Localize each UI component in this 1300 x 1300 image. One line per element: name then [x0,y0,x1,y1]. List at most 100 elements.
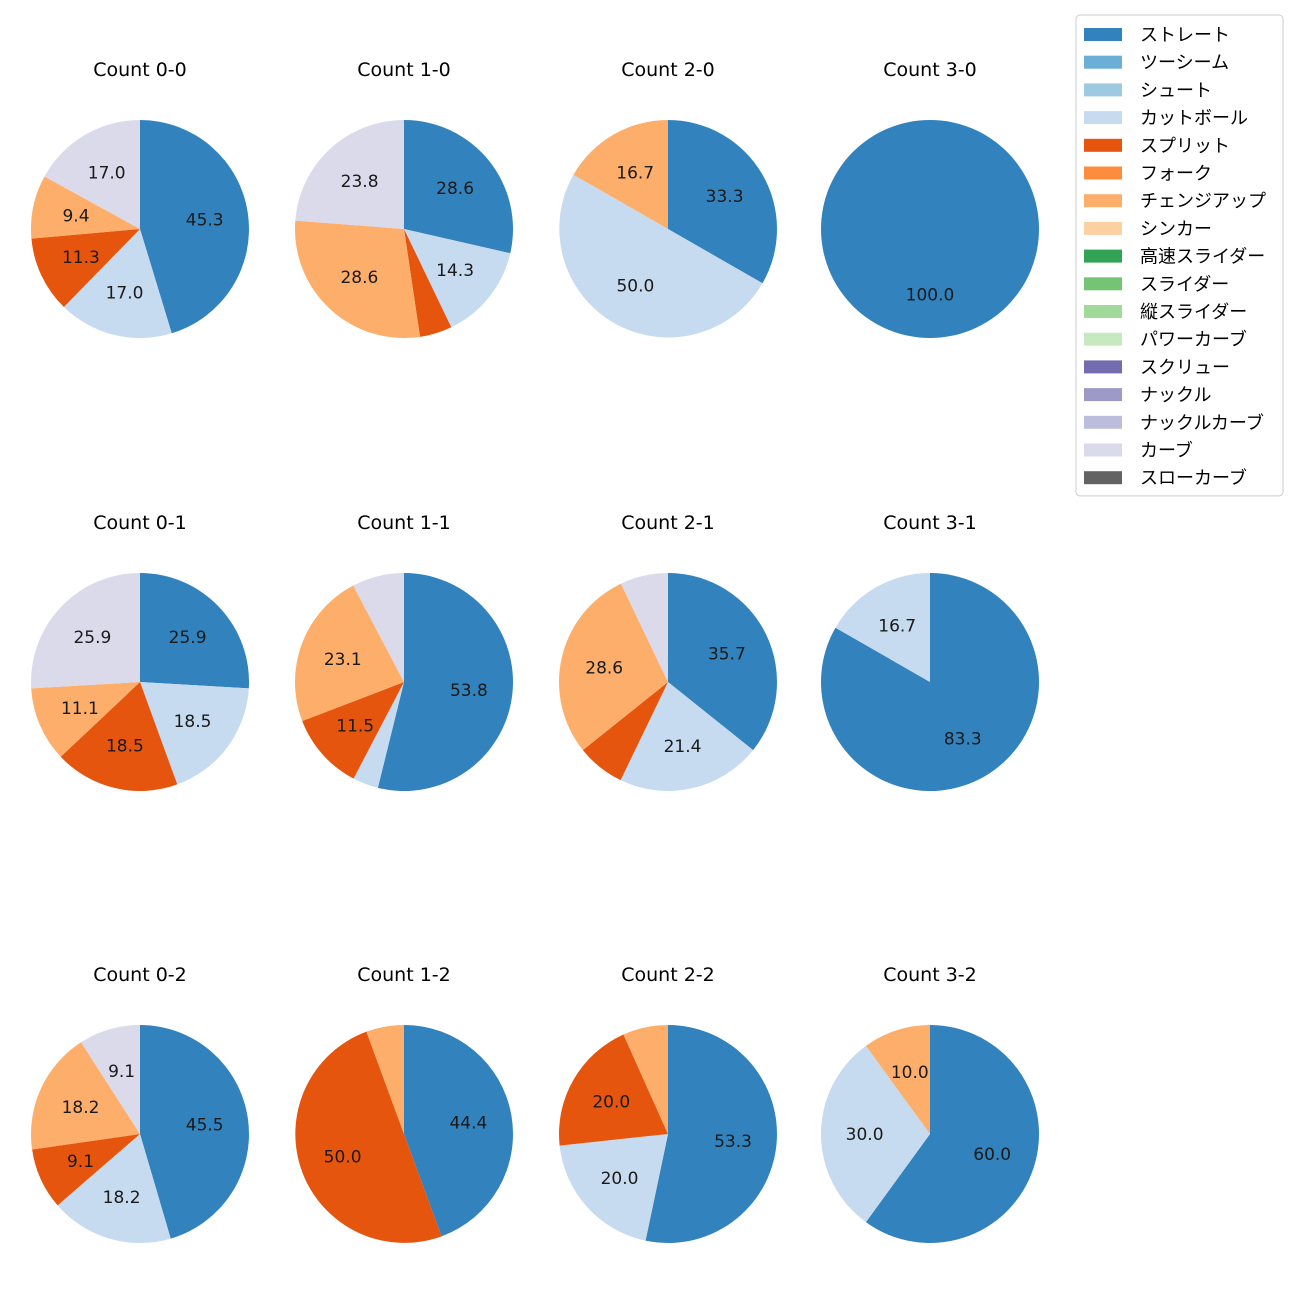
pie-slice [558,583,668,751]
legend-swatch [1084,471,1122,485]
slice-label: 33.3 [706,187,744,207]
pie-count-2-1: Count 2-1 35.7 21.4 28.6 [558,512,778,791]
slice-label: 83.3 [944,730,982,750]
pie-count-3-0: Count 3-0 100.0 [821,59,1039,338]
pie-count-1-2: Count 1-2 44.4 50.0 [295,964,513,1243]
pie-count-0-1: Count 0-1 25.9 18.5 18.5 11.1 25.9 [30,512,250,792]
pie-title: Count 3-0 [883,59,977,81]
legend-label: スライダー [1140,274,1229,295]
legend: ストレートツーシームシュートカットボールスプリットフォークチェンジアップシンカー… [1075,14,1284,497]
legend-swatch [1084,194,1122,208]
slice-label: 16.7 [878,616,916,636]
pie-slice [821,1045,930,1223]
pie-slice [620,573,668,682]
slice-label: 17.0 [106,284,144,304]
pie-count-0-2: Count 0-2 45.5 18.2 9.1 18.2 9.1 [31,964,249,1243]
pie-slice [31,229,141,308]
slice-label: 25.9 [169,628,207,648]
pie-title: Count 3-2 [883,964,977,986]
pie-count-1-0: Count 1-0 28.6 14.3 28.6 23.8 [294,59,514,339]
legend-swatch [1084,221,1122,235]
pie-count-1-1: Count 1-1 53.8 11.5 23.1 [294,512,513,792]
slice-label: 14.3 [436,261,474,281]
slice-label: 45.5 [186,1116,224,1136]
slice-label: 11.3 [62,248,100,268]
slice-label: 18.5 [174,712,212,732]
legend-swatch [1084,111,1122,125]
legend-swatch [1084,249,1122,263]
pie-slice [404,120,514,254]
slice-label: 100.0 [906,285,955,305]
pie-slice [821,573,1040,791]
legend-swatch [1084,332,1122,346]
slice-label: 53.8 [450,681,488,701]
legend-label: スローカーブ [1140,467,1247,489]
slice-label: 44.4 [449,1114,487,1134]
legend-label: シンカー [1140,219,1212,240]
pie-title: Count 2-2 [621,964,715,986]
pie-slice [377,573,513,792]
slice-label: 53.3 [714,1132,752,1152]
pie-slice [668,573,778,751]
pie-slice [57,1134,171,1243]
slice-label: 21.4 [664,737,702,757]
slice-label: 20.0 [592,1092,630,1112]
legend-swatch [1084,360,1122,374]
legend-label: スプリット [1140,136,1230,157]
pie-slice [582,682,668,781]
pie-slice [353,573,404,682]
slice-label: 11.5 [336,717,374,737]
pie-slice [558,1034,668,1146]
legend-swatch [1084,55,1122,69]
pie-slice [835,573,930,682]
slice-label: 20.0 [601,1169,639,1189]
legend-swatch [1084,443,1122,457]
pie-slice [294,585,404,722]
legend-label: ナックルカーブ [1140,412,1264,434]
pie-slice [44,120,141,229]
legend-swatch [1084,166,1122,180]
pie-slice [31,1042,140,1150]
pie-count-3-2: Count 3-2 60.0 30.0 10.0 [821,964,1040,1243]
slice-label: 28.6 [436,179,474,199]
legend-swatch [1084,83,1122,97]
slice-label: 45.3 [186,210,224,230]
slice-label: 25.9 [73,628,111,648]
pie-title: Count 0-1 [93,512,187,534]
pie-title: Count 1-0 [357,59,451,81]
legend-label: ツーシーム [1140,53,1229,74]
legend-swatch [1084,388,1122,402]
pie-slice [559,1134,668,1241]
legend-label: チェンジアップ [1140,191,1266,212]
legend-label: パワーカーブ [1140,329,1247,351]
pie-slice [559,174,763,338]
slice-label: 16.7 [616,163,654,183]
legend-label: カーブ [1140,440,1193,462]
pie-slice [30,572,140,689]
pie-slice [645,1025,777,1243]
legend-label: シュート [1140,80,1212,101]
pie-slice [295,1031,442,1243]
pie-slice [81,1025,140,1134]
pie-slice [140,573,250,689]
legend-swatch [1084,305,1122,318]
slice-label: 9.1 [67,1152,94,1172]
pie-slice [865,1025,1040,1243]
slice-label: 30.0 [846,1125,884,1145]
slice-label: 18.5 [106,737,144,757]
pie-slice [32,1134,140,1206]
slice-label: 10.0 [891,1063,929,1083]
pie-title: Count 0-0 [93,59,187,81]
pie-title: Count 0-2 [93,964,187,986]
pie-slice [140,682,249,785]
slice-label: 50.0 [324,1148,362,1168]
slice-label: 28.6 [585,658,623,678]
pie-count-3-1: Count 3-1 83.3 16.7 [821,512,1040,791]
legend-swatch [1084,138,1122,152]
legend-swatch [1084,415,1122,429]
slice-label: 11.1 [61,699,99,719]
pie-slice [294,220,421,339]
pie-slice [63,229,172,338]
pie-count-0-0: Count 0-0 45.3 17.0 11.3 9.4 17.0 [30,59,249,338]
